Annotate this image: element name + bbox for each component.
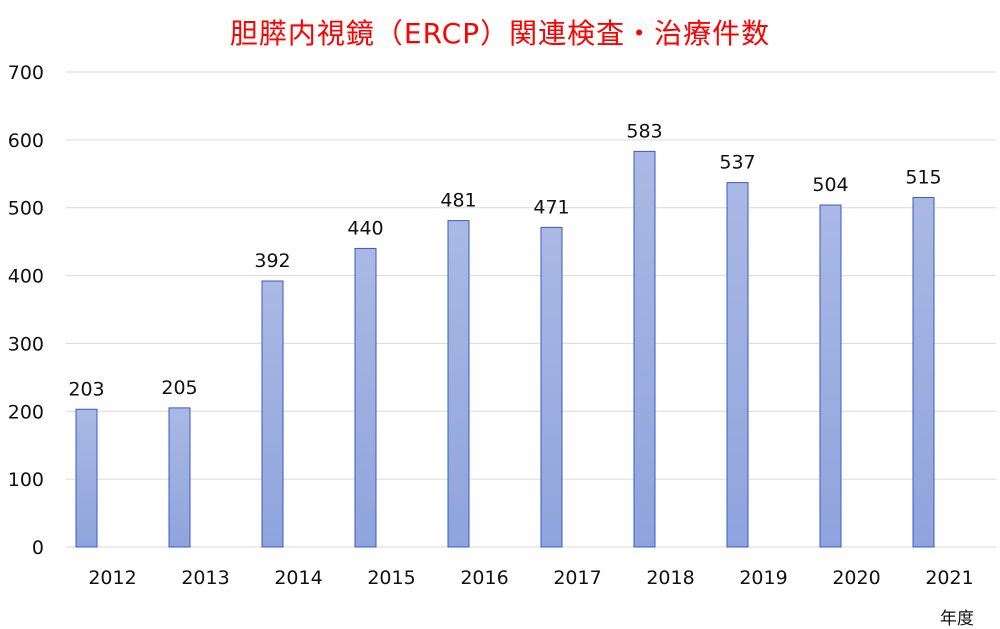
x-tick-label: 2017 bbox=[553, 567, 601, 589]
bar bbox=[447, 220, 470, 548]
x-tick-label: 2021 bbox=[925, 567, 973, 589]
y-tick-label: 100 bbox=[8, 469, 44, 491]
bar bbox=[819, 204, 842, 548]
y-tick-label: 300 bbox=[8, 333, 44, 355]
x-tick-label: 2015 bbox=[367, 567, 415, 589]
data-label: 203 bbox=[68, 378, 104, 400]
x-tick-label: 2012 bbox=[88, 567, 136, 589]
bar bbox=[75, 408, 98, 548]
bars bbox=[75, 150, 935, 548]
y-tick-label: 700 bbox=[8, 62, 44, 84]
x-axis-label: 年度 bbox=[940, 609, 974, 629]
data-label: 583 bbox=[626, 120, 662, 142]
bar bbox=[540, 226, 563, 548]
y-tick-label: 0 bbox=[32, 537, 44, 559]
bar bbox=[354, 247, 377, 548]
bar bbox=[912, 197, 935, 548]
data-label: 537 bbox=[719, 152, 755, 174]
x-tick-label: 2013 bbox=[181, 567, 229, 589]
y-tick-label: 600 bbox=[8, 130, 44, 152]
bar bbox=[261, 280, 284, 548]
x-tick-label: 2018 bbox=[646, 567, 694, 589]
data-label: 205 bbox=[161, 377, 197, 399]
x-tick-label: 2016 bbox=[460, 567, 508, 589]
x-tick-label: 2020 bbox=[832, 567, 880, 589]
data-label: 481 bbox=[440, 190, 476, 212]
data-label: 504 bbox=[812, 174, 848, 196]
y-tick-label: 500 bbox=[8, 198, 44, 220]
data-labels: 203 205 392 440 481 471 583 537 504 515 bbox=[68, 120, 941, 400]
x-tick-label: 2014 bbox=[274, 567, 322, 589]
data-label: 440 bbox=[347, 217, 383, 239]
y-tick-label: 400 bbox=[8, 266, 44, 288]
data-label: 392 bbox=[254, 250, 290, 272]
bar bbox=[168, 407, 191, 548]
data-label: 515 bbox=[905, 167, 941, 189]
gridlines bbox=[66, 71, 996, 548]
chart-title: 胆膵内視鏡（ERCP）関連検査・治療件数 bbox=[229, 17, 771, 50]
data-label: 471 bbox=[533, 196, 569, 218]
bar bbox=[726, 182, 749, 548]
y-tick-label: 200 bbox=[8, 401, 44, 423]
x-axis-tick-labels: 2012 2013 2014 2015 2016 2017 2018 2019 2020 2021 bbox=[88, 567, 973, 589]
y-axis-tick-labels: 0 100 200 300 400 500 600 700 bbox=[8, 62, 44, 559]
bar bbox=[633, 150, 656, 548]
x-tick-label: 2019 bbox=[739, 567, 787, 589]
